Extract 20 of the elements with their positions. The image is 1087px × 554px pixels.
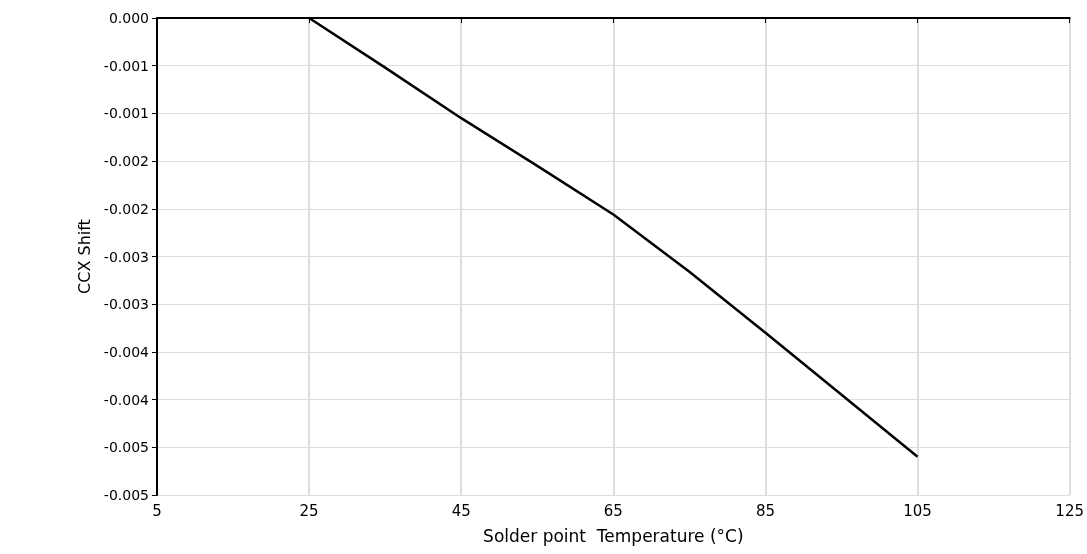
y-tick-label: -0.001	[103, 105, 149, 122]
y-tick-label: -0.004	[103, 391, 150, 408]
y-tick-label: -0.005	[103, 487, 149, 503]
x-tick-label: 45	[451, 501, 471, 520]
y-tick-label: -0.005	[103, 439, 149, 456]
y-tick-label: -0.002	[103, 153, 149, 170]
x-tick-label: 85	[755, 501, 775, 520]
x-axis-title: Solder point Temperature (°C)	[483, 525, 744, 546]
y-tick-label: -0.001	[103, 57, 149, 74]
y-tick-label: 0.000	[108, 10, 149, 26]
x-tick-label: 5	[152, 501, 162, 520]
y-tick-label: -0.004	[103, 343, 150, 360]
y-tick-label: -0.002	[103, 200, 149, 217]
y-tick-label: -0.003	[103, 248, 149, 265]
x-tick-label: 65	[603, 501, 623, 520]
x-tick-label: 105	[903, 501, 932, 520]
x-tick-label: 125	[1055, 501, 1085, 520]
y-tick-label: -0.003	[103, 296, 149, 313]
y-axis-title: CCX Shift	[75, 219, 95, 294]
x-tick-label: 25	[299, 501, 319, 520]
